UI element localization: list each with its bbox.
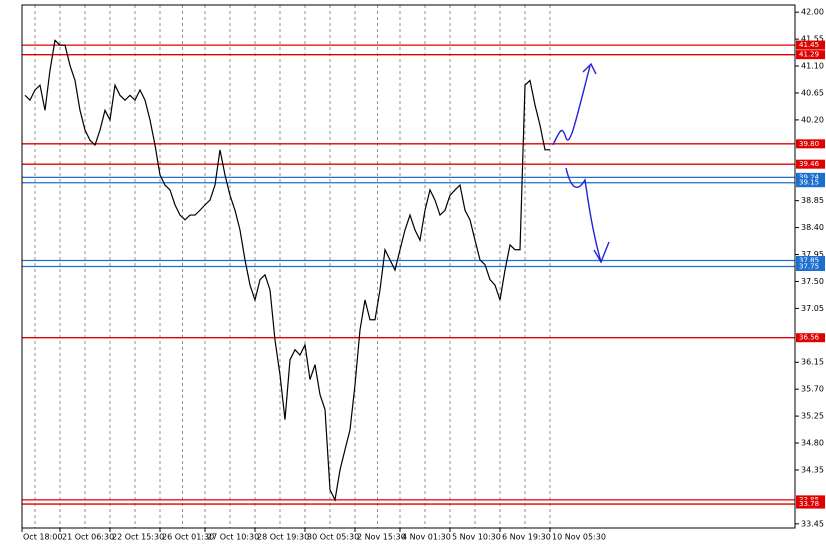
x-tick-label: 10 Nov 05:30 [552,533,606,542]
y-tick-label: 40.65 [801,88,824,97]
price-line [24,39,550,502]
annotation-arrows [552,62,610,264]
level-tag [796,256,825,266]
down-arrow [565,167,602,263]
level-label: 33.78 [799,500,819,508]
level-label: 37.75 [799,263,819,271]
price [24,39,550,502]
level-label: 37.85 [799,257,819,265]
x-tick-label: 22 Oct 15:30 [112,533,164,542]
x-tick-label: 30 Oct 05:30 [307,533,359,542]
x-tick-label: Oct 18:00 [23,533,62,542]
y-tick-label: 34.35 [801,465,824,474]
x-tick-label: 6 Nov 19:30 [502,533,551,542]
plot-frame [21,4,796,529]
y-tick-label: 37.50 [801,277,824,286]
level-tag [796,159,825,169]
x-tick-label: 28 Oct 19:30 [257,533,309,542]
level-tag [796,172,825,182]
down-arrow-head [593,241,610,264]
x-tick-label: 26 Oct 01:30 [162,533,214,542]
level-tag [796,333,825,343]
level-tag [796,178,825,188]
levels [22,44,795,505]
y-tick-label: 38.40 [801,223,824,232]
level-label: 41.29 [799,51,819,59]
level-label: 39.80 [799,140,819,148]
up-arrow [552,65,591,146]
y-tick-label: 42.00 [801,8,824,17]
x-tick-label: 4 Nov 01:30 [402,533,451,542]
level-tag [796,499,825,509]
level-tag [796,139,825,149]
level-label: 41.45 [799,41,819,49]
y-tick-label: 41.10 [801,62,824,71]
level-tag [796,262,825,271]
x-tick-label: 21 Oct 06:30 [62,533,114,542]
x-tick-label: 27 Oct 10:30 [207,533,259,542]
level-label: 39.24 [799,173,820,181]
y-tick-label: 35.25 [801,412,824,421]
y-tick-label: 37.05 [801,304,824,313]
level-label: 39.15 [799,179,819,187]
y-tick-label: 33.45 [801,519,824,528]
y-tick-label: 41.55 [801,35,824,44]
y-tick-label: 38.85 [801,196,824,205]
level-label: 39.46 [799,160,820,168]
level-label: 36.56 [799,334,820,342]
y-tick-label: 40.20 [801,115,824,124]
level-tag [796,40,825,50]
x-tick-label: 2 Nov 15:30 [357,533,406,542]
level-tag [796,50,825,60]
up-arrow-head [582,62,597,75]
y-tick-label: 36.15 [801,358,824,367]
y-tick-label: 35.70 [801,385,824,394]
y-tick-label: 34.80 [801,439,824,448]
x-tick-label: 5 Nov 10:30 [452,533,501,542]
y-tick-label: 37.95 [801,250,824,259]
